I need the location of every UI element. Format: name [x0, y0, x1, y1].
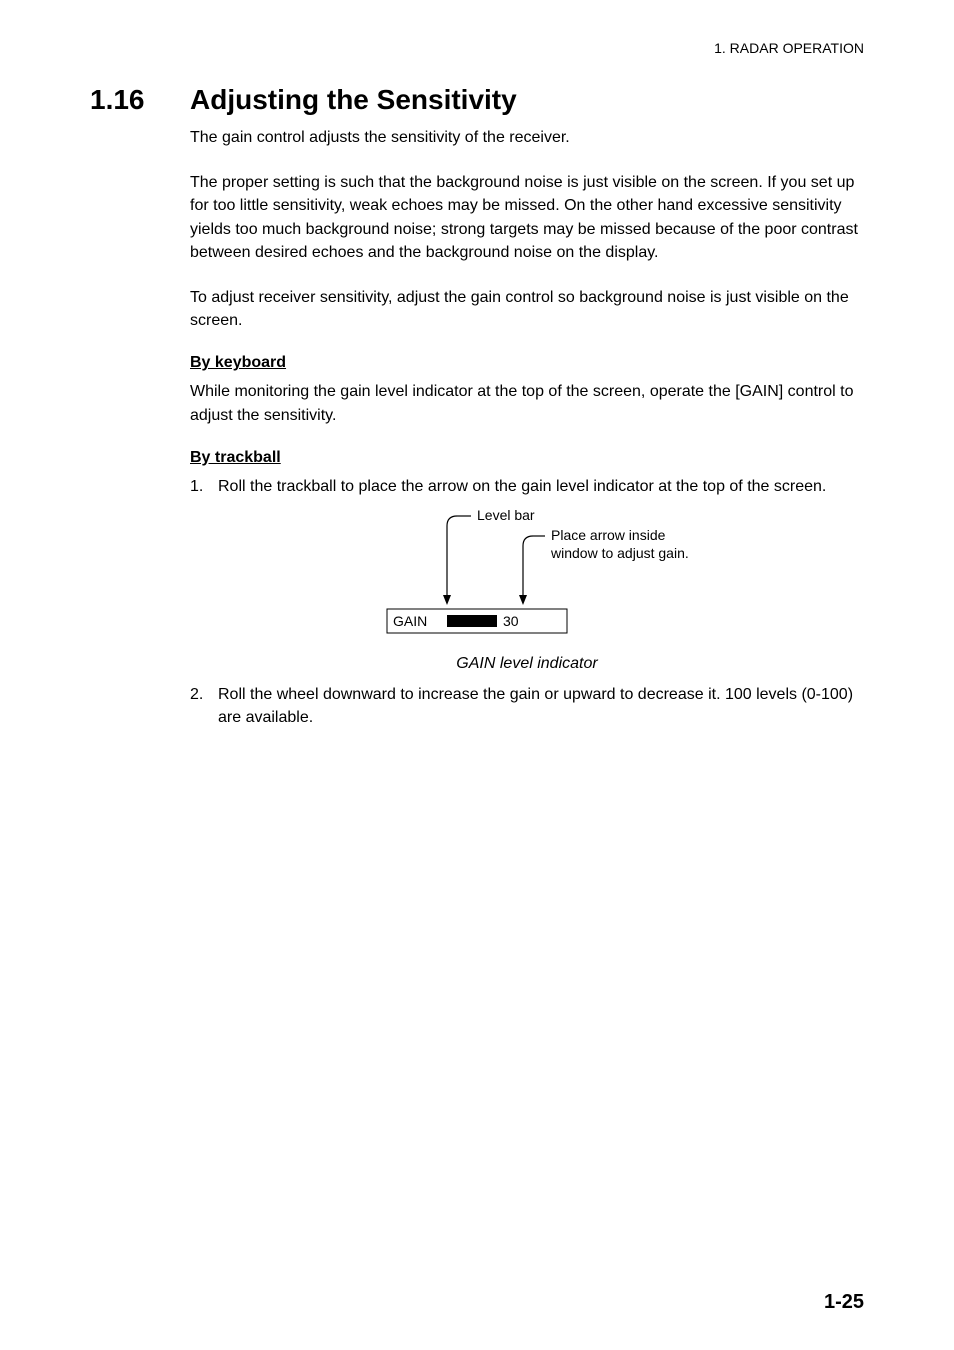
svg-text:30: 30: [503, 613, 519, 629]
svg-text:Place arrow inside: Place arrow inside: [551, 527, 666, 543]
list-item-2: 2. Roll the wheel downward to increase t…: [190, 683, 864, 729]
list-item-1: 1. Roll the trackball to place the arrow…: [190, 475, 864, 498]
paragraph-2: The proper setting is such that the back…: [190, 171, 864, 264]
page-number: 1-25: [824, 1291, 864, 1314]
section-title: Adjusting the Sensitivity: [190, 84, 517, 116]
subheading-trackball: By trackball: [190, 449, 864, 467]
figure-gain-indicator: GAIN 30 Level bar Place arrow inside window …: [190, 504, 864, 649]
paragraph-3: To adjust receiver sensitivity, adjust t…: [190, 286, 864, 332]
list-text-2: Roll the wheel downward to increase the …: [218, 683, 864, 729]
list-number-2: 2.: [190, 683, 218, 729]
gain-level-svg: GAIN 30 Level bar Place arrow inside window …: [347, 504, 707, 644]
figure-caption: GAIN level indicator: [190, 655, 864, 673]
list-text-1: Roll the trackball to place the arrow on…: [218, 475, 864, 498]
paragraph-4: While monitoring the gain level indicato…: [190, 380, 864, 426]
subheading-keyboard: By keyboard: [190, 354, 864, 372]
svg-text:window to adjust gain.: window to adjust gain.: [550, 545, 689, 561]
section-heading-row: 1.16 Adjusting the Sensitivity: [90, 84, 864, 116]
paragraph-1: The gain control adjusts the sensitivity…: [190, 126, 864, 149]
svg-text:Level bar: Level bar: [477, 507, 535, 523]
svg-text:GAIN: GAIN: [393, 613, 427, 629]
list-number-1: 1.: [190, 475, 218, 498]
running-header: 1. RADAR OPERATION: [90, 40, 864, 56]
section-number: 1.16: [90, 84, 190, 116]
